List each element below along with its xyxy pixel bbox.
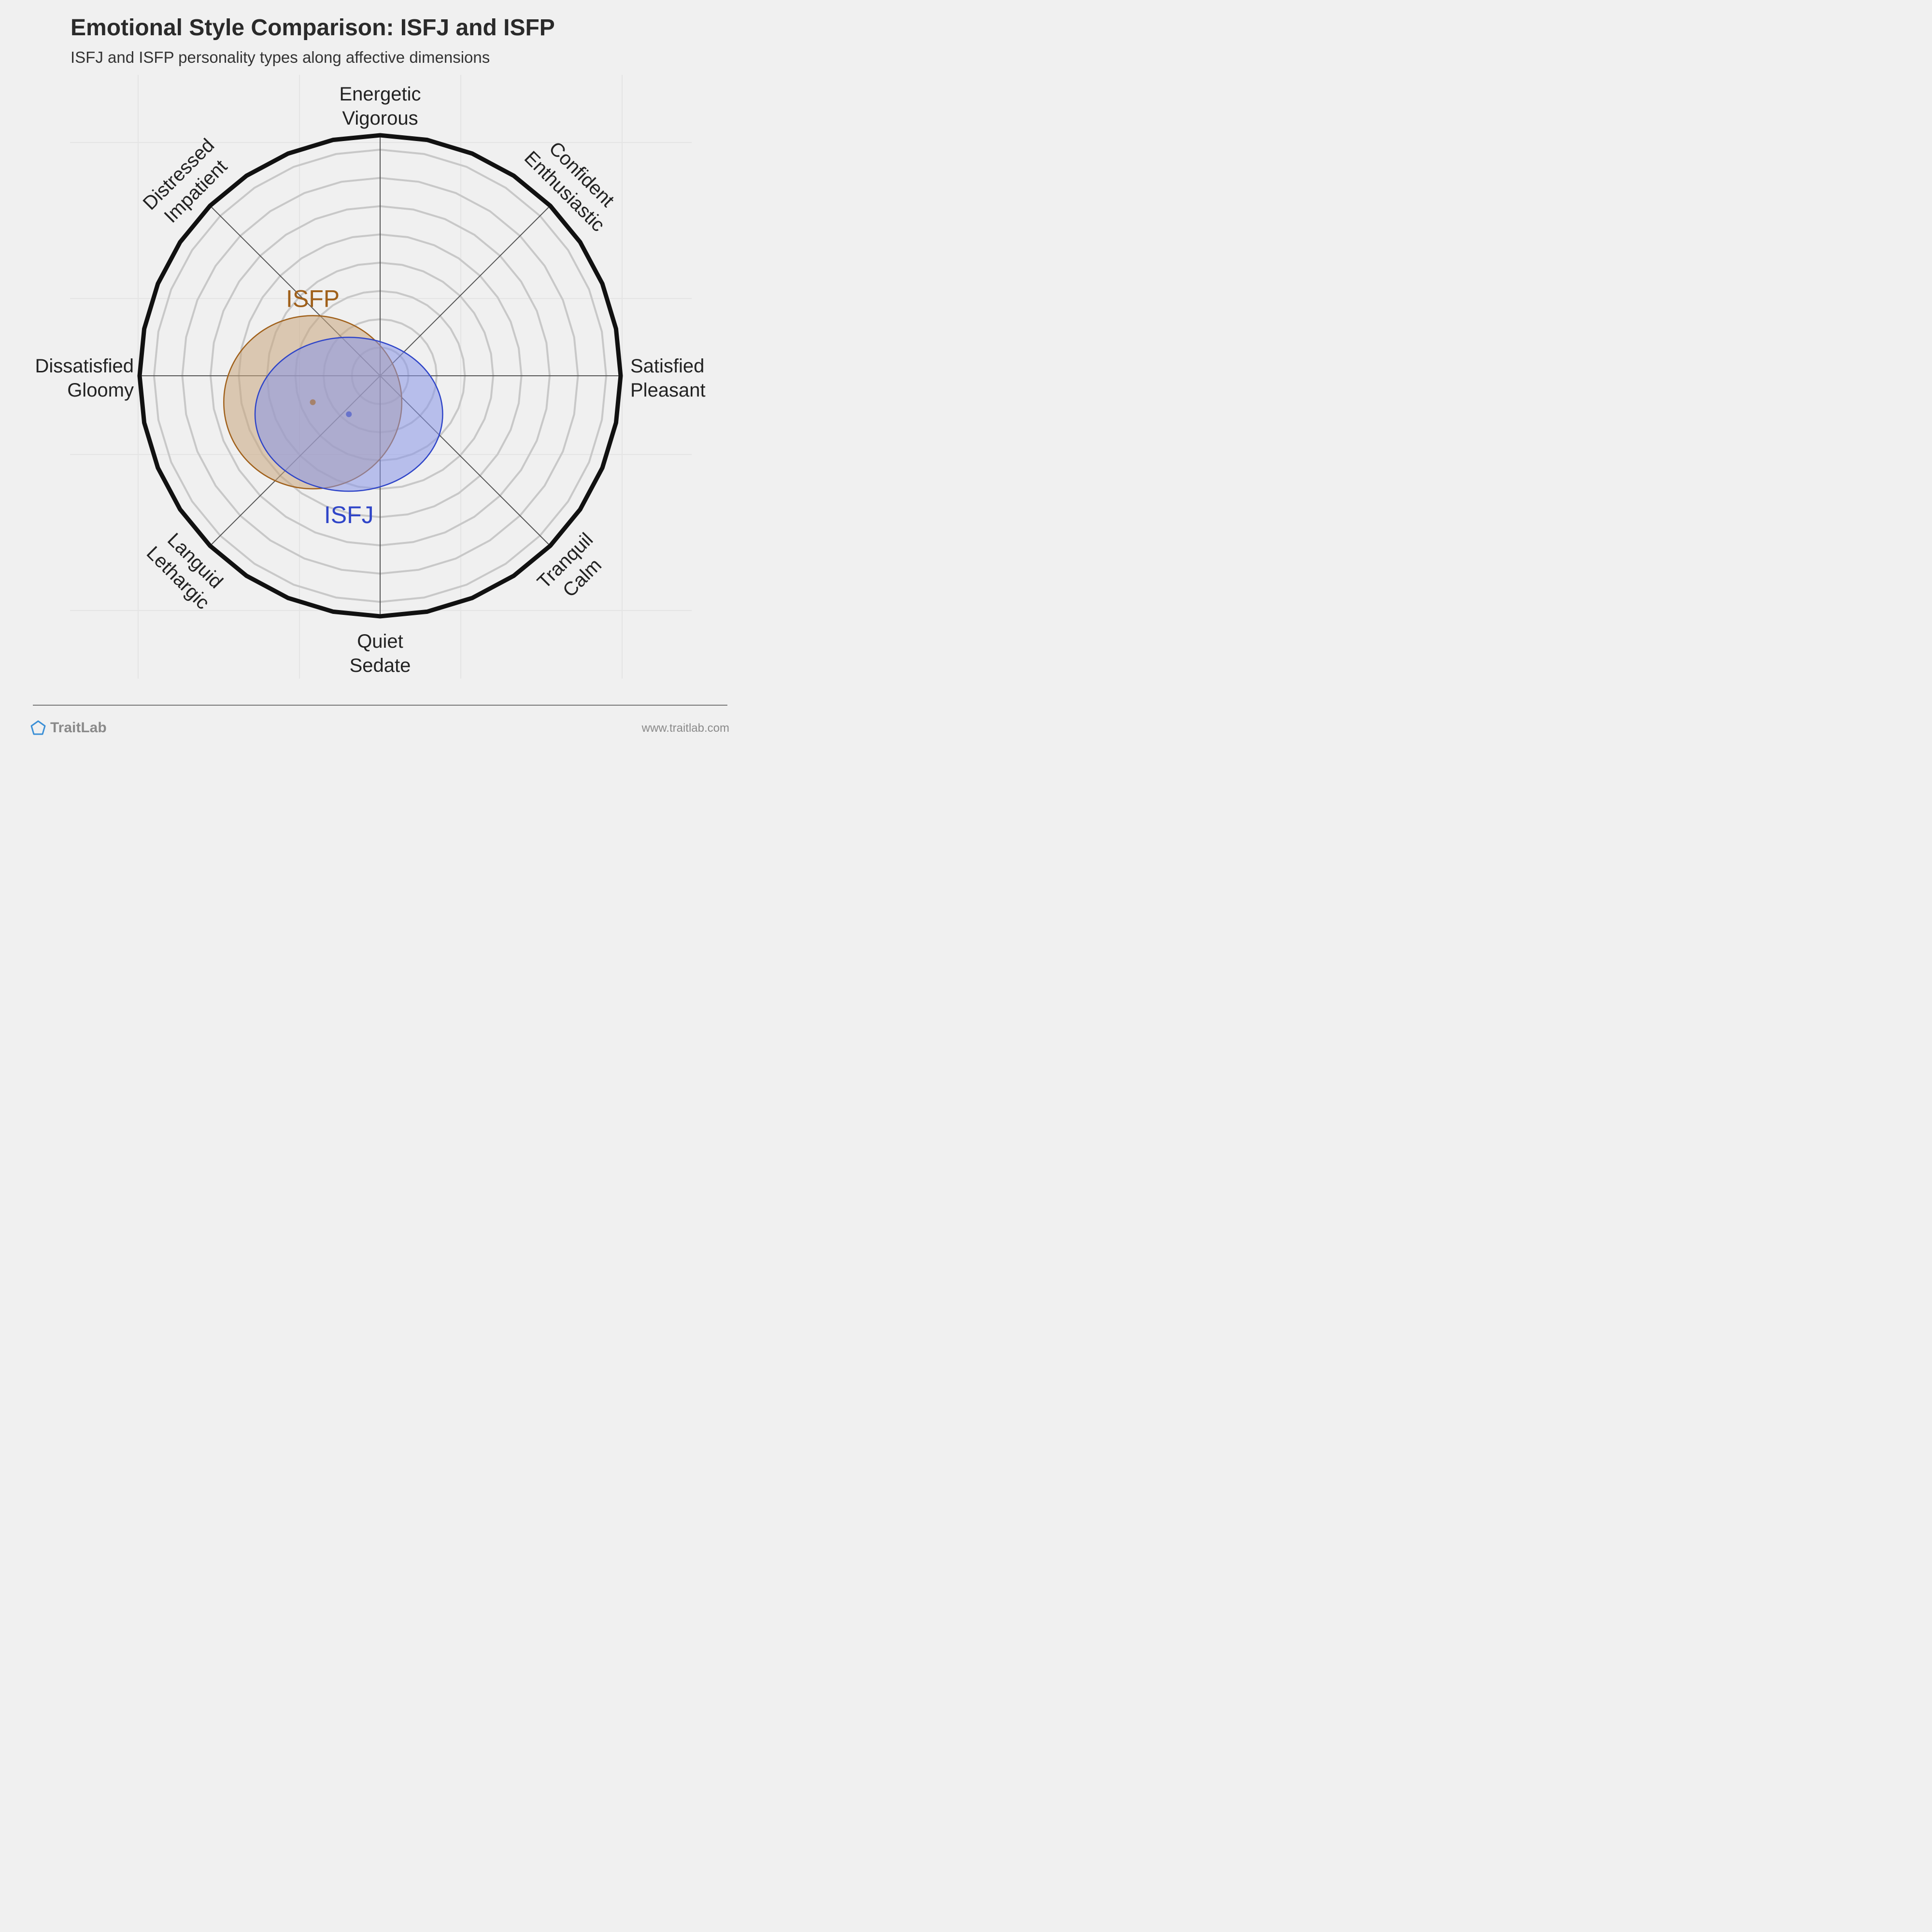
series-layer: ISFP ISFJ (223, 285, 443, 528)
footer-divider (33, 705, 727, 706)
pentagon-icon (30, 720, 46, 735)
axis-label-satisfied: Satisfied Pleasant (630, 355, 706, 401)
brand-url[interactable]: www.traitlab.com (641, 722, 729, 735)
axis-label-energetic: Energetic Vigorous (340, 84, 421, 129)
chart-figure: Emotional Style Comparison: ISFJ and ISF… (0, 0, 757, 757)
axis-label-line: Pleasant (630, 380, 706, 401)
axis-label-line: Dissatisfied (35, 355, 134, 377)
axis-label-dissatisfied: Dissatisfied Gloomy (35, 355, 134, 401)
brand-logo[interactable]: TraitLab (30, 720, 107, 736)
axis-label-line: Quiet (357, 631, 403, 652)
isfj-label: ISFJ (324, 501, 374, 528)
chart-subtitle: ISFJ and ISFP personality types along af… (71, 48, 490, 66)
axis-label-line: Gloomy (67, 380, 134, 401)
axis-label-line: Vigorous (342, 108, 418, 129)
axis-label-line: Satisfied (630, 355, 704, 377)
axis-label-quiet: Quiet Sedate (350, 631, 411, 676)
axis-label-line: Sedate (350, 655, 411, 676)
outer-boundary (137, 133, 623, 619)
axis-label-line: Energetic (340, 84, 421, 105)
chart-title: Emotional Style Comparison: ISFJ and ISF… (71, 15, 555, 41)
outer-ring (137, 133, 623, 619)
isfp-label: ISFP (286, 285, 340, 313)
isfp-center-point (310, 399, 316, 405)
brand-name: TraitLab (50, 720, 107, 736)
isfj-center-point (346, 411, 352, 417)
